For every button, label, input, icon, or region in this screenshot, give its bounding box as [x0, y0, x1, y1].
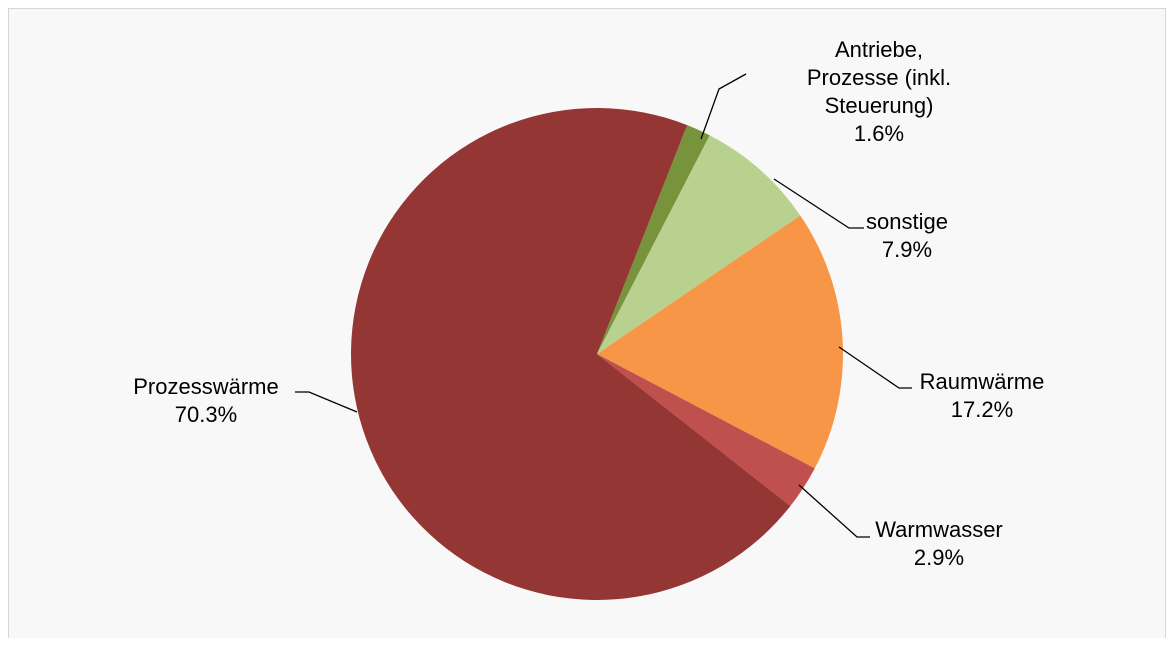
data-label-raumwärme: Raumwärme 17.2%: [920, 369, 1045, 422]
pie-slice-sonstige: [597, 135, 801, 354]
pie-slice-raumwärme: [597, 215, 843, 469]
leader-line-sonstige: [773, 178, 864, 229]
pie-slice-warmwasser: [597, 354, 815, 507]
leader-line-warmwasser: [798, 484, 870, 538]
pie-slice-antriebe: [597, 125, 710, 355]
pie-slice-prozesswärme: [351, 108, 791, 601]
pie-chart: Antriebe, Prozesse (inkl. Steuerung) 1.6% so…: [133, 37, 1045, 601]
data-label-prozesswärme: Prozesswärme 70.3%: [133, 374, 278, 427]
data-label-sonstige: sonstige 7.9%: [866, 209, 948, 262]
data-label-antriebe: Antriebe, Prozesse (inkl. Steuerung) 1.6%: [807, 37, 951, 146]
leader-line-prozesswärme: [295, 391, 358, 413]
data-label-warmwasser: Warmwasser 2.9%: [875, 517, 1003, 570]
leader-line-antriebe: [700, 73, 747, 140]
leader-line-raumwärme: [838, 346, 912, 389]
chart-area: Antriebe, Prozesse (inkl. Steuerung) 1.6% so…: [8, 8, 1166, 638]
